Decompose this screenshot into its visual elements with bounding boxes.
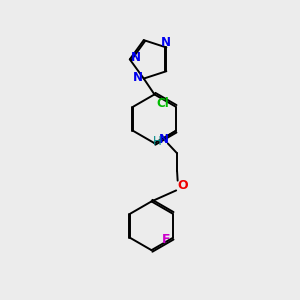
Text: N: N — [133, 70, 143, 84]
Text: N: N — [159, 134, 169, 146]
Text: O: O — [177, 179, 188, 193]
Text: Cl: Cl — [157, 97, 169, 110]
Text: F: F — [162, 233, 170, 246]
Text: H: H — [152, 135, 161, 148]
Text: N: N — [160, 36, 170, 49]
Text: N: N — [131, 51, 141, 64]
